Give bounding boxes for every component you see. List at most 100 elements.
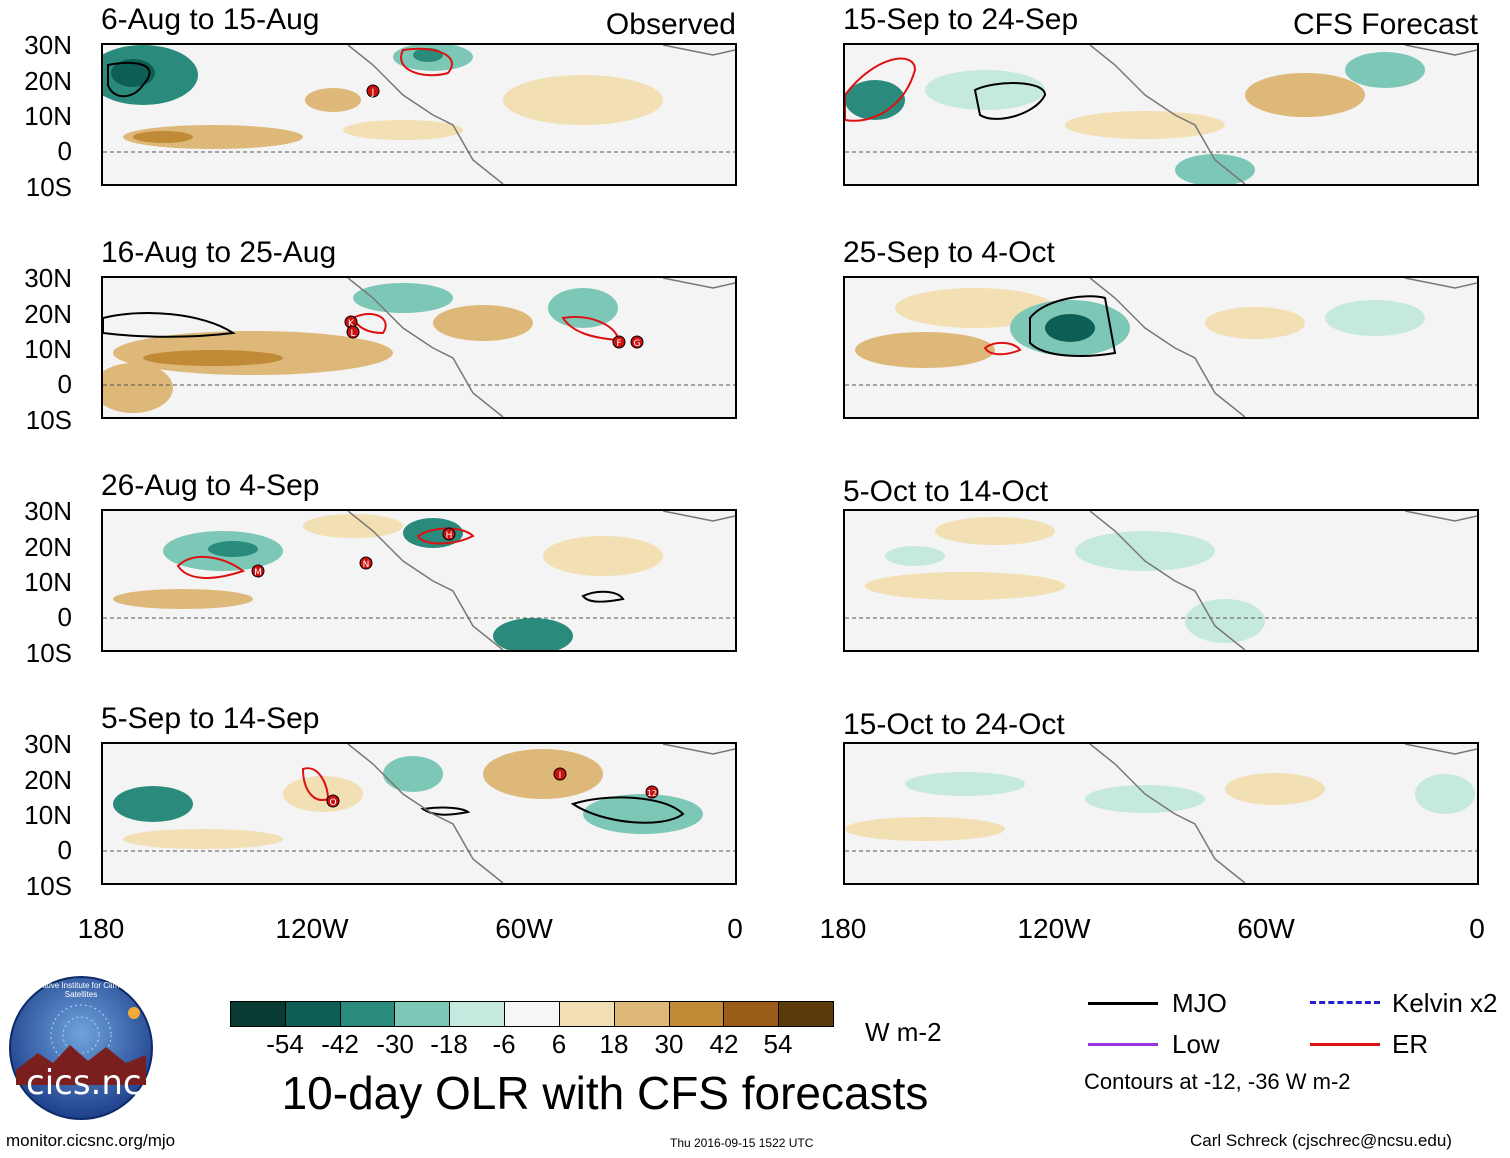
panel-title-fcst-3: 5-Oct to 14-Oct xyxy=(843,475,1049,508)
lon-label-0: 0 xyxy=(1469,913,1485,944)
legend-line-kelvin xyxy=(1310,1001,1380,1004)
olr-map xyxy=(845,511,1477,650)
storm-marker: H xyxy=(446,531,453,541)
lat-label-eq: 0 xyxy=(57,835,72,865)
colorbar-swatch xyxy=(778,1002,833,1026)
lat-label-20n: 20N xyxy=(24,532,72,562)
colorbar-label: -30 xyxy=(376,1029,414,1059)
lon-label-120w: 120W xyxy=(275,913,349,944)
colorbar-label: -6 xyxy=(492,1029,516,1059)
lat-label-10n: 10N xyxy=(24,800,72,830)
lat-label-20n: 20N xyxy=(24,66,72,96)
colorbar-label: 6 xyxy=(551,1029,567,1059)
legend-label-kelvin: Kelvin x2 xyxy=(1392,988,1498,1018)
map-panel-fcst-2 xyxy=(843,276,1479,419)
olr-map xyxy=(845,45,1477,184)
colorbar-label: -42 xyxy=(321,1029,359,1059)
lat-label-30n: 30N xyxy=(24,729,72,759)
footer-timestamp: Thu 2016-09-15 1522 UTC xyxy=(670,1136,814,1150)
lat-label-10n: 10N xyxy=(24,334,72,364)
lat-label-30n: 30N xyxy=(24,30,72,60)
panel-title-obs-1: 6-Aug to 15-Aug xyxy=(101,3,320,36)
legend-line-mjo xyxy=(1088,1002,1158,1005)
logo-ring-text: Cooperative Institute for Climate and Sa… xyxy=(16,981,146,999)
colorbar-label: 18 xyxy=(599,1029,629,1059)
map-panel-obs-3: M N H xyxy=(101,509,737,652)
panel-title-fcst-2: 25-Sep to 4-Oct xyxy=(843,236,1055,269)
lat-label-10n: 10N xyxy=(24,567,72,597)
lon-label-60w: 60W xyxy=(495,913,553,944)
map-panel-fcst-1 xyxy=(843,43,1479,186)
lat-label-30n: 30N xyxy=(24,496,72,526)
legend-label-mjo: MJO xyxy=(1172,988,1227,1018)
lat-label-10s: 10S xyxy=(25,172,72,202)
colorbar xyxy=(230,1001,834,1027)
legend-note: Contours at -12, -36 W m-2 xyxy=(1084,1069,1351,1094)
panel-title-fcst-4: 15-Oct to 24-Oct xyxy=(843,708,1065,741)
footer-author: Carl Schreck (cjschrec@ncsu.edu) xyxy=(1190,1131,1452,1150)
panel-title-fcst-1: 15-Sep to 24-Sep xyxy=(843,3,1079,36)
legend-line-er xyxy=(1310,1043,1380,1046)
colorbar-label: 30 xyxy=(654,1029,684,1059)
footer-url: monitor.cicsnc.org/mjo xyxy=(6,1131,176,1150)
colorbar-swatch xyxy=(668,1002,724,1026)
olr-map: O I 12 xyxy=(103,744,735,883)
colorbar-label: 54 xyxy=(763,1029,793,1059)
colorbar-swatch xyxy=(284,1002,340,1026)
storm-marker: O xyxy=(329,798,336,808)
colorbar-swatch xyxy=(613,1002,669,1026)
lat-label-20n: 20N xyxy=(24,299,72,329)
storm-marker: K xyxy=(348,319,355,329)
lon-label-120w: 120W xyxy=(1017,913,1091,944)
lat-label-30n: 30N xyxy=(24,263,72,293)
olr-map xyxy=(845,744,1477,883)
legend-label-low: Low xyxy=(1172,1029,1220,1059)
lat-label-10s: 10S xyxy=(25,871,72,901)
lon-label-0: 0 xyxy=(727,913,743,944)
storm-marker: I xyxy=(559,771,562,781)
colorbar-swatch xyxy=(394,1002,450,1026)
colorbar-swatch xyxy=(558,1002,614,1026)
lat-label-10s: 10S xyxy=(25,405,72,435)
lat-label-eq: 0 xyxy=(57,602,72,632)
units-label: W m-2 xyxy=(865,1017,942,1047)
storm-marker: L xyxy=(350,329,355,339)
panel-title-obs-3: 26-Aug to 4-Sep xyxy=(101,469,320,502)
colorbar-label: 42 xyxy=(709,1029,739,1059)
storm-marker: M xyxy=(254,568,262,578)
colorbar-swatch xyxy=(449,1002,505,1026)
lat-label-eq: 0 xyxy=(57,369,72,399)
map-panel-fcst-4 xyxy=(843,742,1479,885)
logo-text: cics.nc xyxy=(26,1063,142,1103)
storm-marker: F xyxy=(616,339,621,349)
olr-map: M N H xyxy=(103,511,735,650)
panel-title-obs-2: 16-Aug to 25-Aug xyxy=(101,236,337,269)
storm-marker: 12 xyxy=(647,789,657,798)
lon-label-180: 180 xyxy=(819,913,867,944)
colorbar-label: -18 xyxy=(430,1029,468,1059)
lat-label-eq: 0 xyxy=(57,136,72,166)
legend-label-er: ER xyxy=(1392,1029,1429,1059)
map-panel-obs-1: J xyxy=(101,43,737,186)
cics-logo: cics.nc Cooperative Institute for Climat… xyxy=(8,975,154,1121)
lon-label-180: 180 xyxy=(77,913,125,944)
olr-map: J xyxy=(103,45,735,184)
olr-map: K L F G xyxy=(103,278,735,417)
colorbar-swatch xyxy=(231,1002,285,1026)
lat-label-20n: 20N xyxy=(24,765,72,795)
storm-marker: G xyxy=(634,339,641,349)
cics-logo-graphic xyxy=(9,976,153,1120)
panel-title-obs-4: 5-Sep to 14-Sep xyxy=(101,702,320,735)
storm-marker: N xyxy=(363,560,370,570)
cfs-forecast-label: CFS Forecast xyxy=(1292,8,1478,41)
colorbar-swatch xyxy=(723,1002,779,1026)
storm-marker: J xyxy=(371,88,375,98)
colorbar-swatch xyxy=(504,1002,559,1026)
lat-label-10s: 10S xyxy=(25,638,72,668)
map-panel-fcst-3 xyxy=(843,509,1479,652)
lon-label-60w: 60W xyxy=(1237,913,1295,944)
figure-title: 10-day OLR with CFS forecasts xyxy=(281,1067,929,1119)
legend-line-low xyxy=(1088,1043,1158,1046)
colorbar-swatch xyxy=(339,1002,395,1026)
map-panel-obs-2: K L F G xyxy=(101,276,737,419)
